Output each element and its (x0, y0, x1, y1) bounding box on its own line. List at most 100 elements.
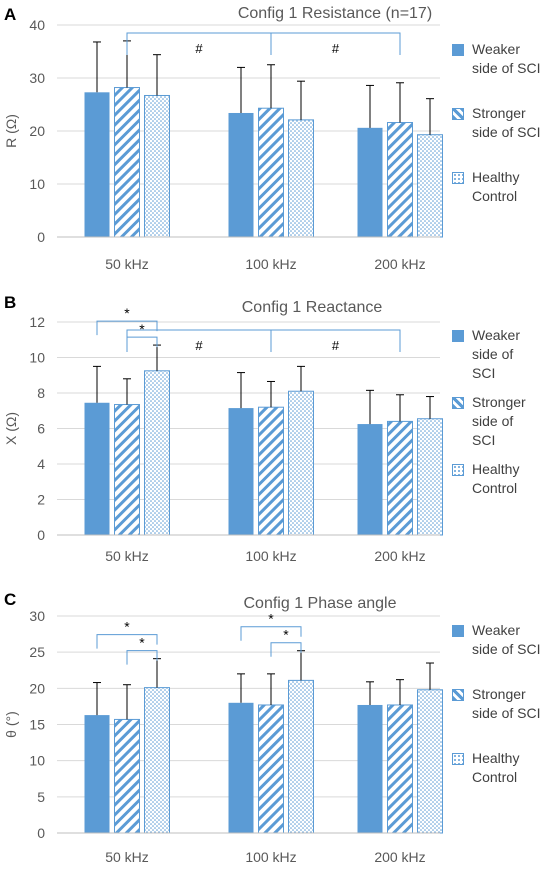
bar (114, 718, 140, 834)
y-tick-label: 4 (37, 456, 45, 472)
significance-marker: * (268, 611, 274, 627)
legend-label: Stronger (472, 394, 526, 410)
bar (258, 704, 284, 834)
legend-label: Healthy (472, 169, 520, 185)
panel-label: A (4, 5, 16, 24)
significance-marker: # (195, 41, 203, 56)
chart-a: 0 10 20 30 40 A R (Ω) Config 1 Resistance (n=17… (3, 5, 443, 272)
significance-bracket (96, 320, 158, 336)
y-tick-label: 10 (29, 350, 45, 366)
legend-label: SCI (472, 365, 496, 381)
bar (114, 404, 140, 536)
legend-swatch (452, 464, 464, 476)
chart-title: Config 1 Resistance (n=17) (238, 5, 432, 22)
y-tick-label: 0 (37, 527, 45, 543)
significance-bracket (270, 32, 401, 55)
x-tick-label: 200 kHz (374, 849, 425, 865)
legend-swatch (452, 625, 464, 637)
chart-title: Config 1 Reactance (242, 299, 383, 316)
y-tick-label: 10 (29, 753, 45, 769)
y-tick-label: 40 (29, 17, 45, 33)
y-tick-label: 0 (37, 825, 45, 841)
y-tick-label: 15 (29, 717, 45, 733)
y-tick-label: 8 (37, 385, 45, 401)
legend-swatch (452, 108, 464, 120)
significance-marker: * (139, 635, 145, 651)
legend-label: side of (472, 346, 514, 362)
significance-bracket (96, 634, 158, 649)
legend-label: Healthy (472, 461, 520, 477)
legend-c: Weaker side of SCI Stronger side of SCI Heal… (452, 621, 552, 821)
significance-marker: # (332, 41, 340, 56)
bar (387, 704, 413, 834)
legend-swatch (452, 397, 464, 409)
y-tick-label: 10 (29, 176, 45, 192)
significance-marker: # (332, 338, 340, 353)
legend-swatch (452, 753, 464, 765)
bar (357, 704, 383, 833)
significance-bracket (126, 650, 158, 665)
panel-b: 0 2 4 6 8 10 12 B X (Ω) Config 1 Reactance 50 kHz 1… (0, 286, 552, 576)
y-tick-label: 30 (29, 608, 45, 624)
legend-label: Weaker (472, 41, 520, 57)
bar (387, 122, 413, 238)
bar (417, 689, 443, 834)
y-tick-label: 2 (37, 492, 45, 508)
legend-swatch (452, 689, 464, 701)
legend-swatch (452, 330, 464, 342)
x-tick-label: 50 kHz (105, 849, 149, 865)
legend-a: Weaker side of SCI Stronger side of SCI Heal… (452, 40, 552, 240)
bar (288, 390, 314, 536)
bar (144, 94, 170, 238)
y-tick-label: 20 (29, 123, 45, 139)
bar (387, 420, 413, 536)
panel-label: C (4, 590, 16, 609)
bar (228, 702, 254, 833)
chart-b: 0 2 4 6 8 10 12 B X (Ω) Config 1 Reactance 50 kHz 1… (3, 293, 443, 564)
legend-label: Weaker (472, 327, 520, 343)
y-axis-label: R (Ω) (3, 114, 19, 148)
legend-label: Stronger (472, 105, 526, 121)
legend-label: side of SCI (472, 60, 541, 76)
legend-label: Weaker (472, 622, 520, 638)
y-tick-label: 25 (29, 644, 45, 660)
y-axis-label: X (Ω) (3, 412, 19, 445)
bar (84, 715, 110, 833)
bar (288, 119, 314, 238)
legend-label: Control (472, 769, 518, 785)
legend-label: side of SCI (472, 705, 541, 721)
significance-bracket (270, 642, 302, 657)
significance-marker: # (195, 338, 203, 353)
bar (228, 112, 254, 237)
legend-swatch (452, 172, 464, 184)
significance-bracket (240, 626, 302, 641)
x-tick-label: 200 kHz (374, 548, 425, 564)
significance-marker: * (124, 619, 130, 635)
legend-b: Weaker side of SCI Stronger side of SCI Health… (452, 326, 552, 566)
chart-c: 0 5 10 15 20 25 30 Cθ (°) Config 1 Phase angle 50… (3, 590, 443, 865)
y-tick-label: 20 (29, 680, 45, 696)
x-tick-label: 50 kHz (105, 548, 149, 564)
significance-bracket (126, 336, 158, 352)
legend-label: Healthy (472, 750, 520, 766)
bar (417, 418, 443, 536)
bar (357, 127, 383, 237)
y-tick-label: 6 (37, 421, 45, 437)
x-tick-label: 100 kHz (245, 548, 296, 564)
x-tick-label: 50 kHz (105, 256, 149, 272)
significance-marker: * (283, 627, 289, 643)
legend-label: Stronger (472, 686, 526, 702)
bar (84, 402, 110, 535)
bar (114, 87, 140, 238)
bar (84, 92, 110, 237)
legend-label: side of SCI (472, 641, 541, 657)
y-tick-label: 12 (29, 314, 45, 330)
legend-swatch (452, 44, 464, 56)
y-tick-label: 0 (37, 229, 45, 245)
legend-label: side of (472, 413, 514, 429)
legend-label: SCI (472, 432, 496, 448)
bar (258, 406, 284, 536)
bar (144, 370, 170, 536)
bar (258, 107, 284, 238)
